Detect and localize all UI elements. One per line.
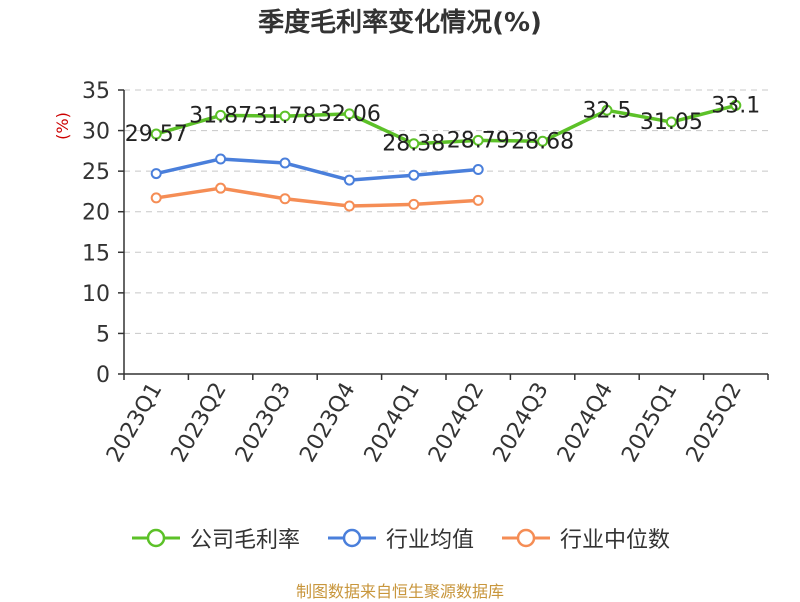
data-label: 32.06 xyxy=(318,102,381,127)
x-tick-label: 2025Q1 xyxy=(617,379,682,467)
series-line xyxy=(155,157,479,182)
data-point xyxy=(279,157,291,169)
data-point xyxy=(408,169,420,181)
data-label: 31.87 xyxy=(189,103,252,128)
legend-label: 公司毛利率 xyxy=(189,528,300,553)
data-point xyxy=(150,128,162,140)
legend-item: 公司毛利率 xyxy=(130,522,300,554)
y-tick-label: 20 xyxy=(82,201,110,226)
data-point xyxy=(150,192,162,204)
series-line xyxy=(155,103,737,146)
series-line xyxy=(155,186,479,208)
data-point xyxy=(537,135,549,147)
data-label: 28.38 xyxy=(382,132,445,157)
data-label: 31.78 xyxy=(254,104,317,129)
x-tick-label: 2023Q2 xyxy=(166,379,231,467)
data-point xyxy=(343,108,355,120)
legend-item: 行业中位数 xyxy=(500,522,670,554)
data-point xyxy=(150,168,162,180)
x-tick-label: 2024Q2 xyxy=(424,379,489,467)
data-point xyxy=(215,109,227,121)
data-label: 29.57 xyxy=(125,122,188,147)
x-tick-label: 2024Q4 xyxy=(553,379,618,467)
legend-item: 行业均值 xyxy=(326,522,474,554)
legend-marker xyxy=(516,528,536,548)
data-label: 28.79 xyxy=(447,128,510,153)
y-tick-label: 35 xyxy=(82,79,110,104)
legend-line-marker-icon xyxy=(327,528,376,548)
data-point xyxy=(343,174,355,186)
source-note: 制图数据来自恒生聚源数据库 xyxy=(295,582,504,601)
x-tick-label: 2024Q1 xyxy=(360,379,425,467)
data-label: 28.68 xyxy=(511,129,574,154)
data-point xyxy=(472,194,484,206)
data-point xyxy=(601,104,613,116)
legend-line-marker-icon xyxy=(502,528,550,548)
data-point xyxy=(279,110,291,122)
x-tick-label: 2025Q2 xyxy=(682,379,747,467)
data-point xyxy=(279,193,291,205)
data-point xyxy=(215,182,227,194)
y-tick-label: 30 xyxy=(82,120,110,145)
legend-line-marker-icon xyxy=(131,528,180,548)
data-point xyxy=(408,138,420,150)
data-label: 31.05 xyxy=(640,110,703,135)
data-point xyxy=(408,198,420,210)
legend-label: 行业中位数 xyxy=(560,528,671,553)
y-tick-label: 5 xyxy=(96,322,110,347)
y-axis-label: (%) xyxy=(53,112,72,140)
series-lines xyxy=(150,99,742,212)
y-tick-label: 0 xyxy=(96,363,110,388)
legend-marker xyxy=(342,528,362,548)
x-tick-label: 2024Q3 xyxy=(488,379,553,467)
legend-label: 行业均值 xyxy=(385,528,474,553)
data-point xyxy=(472,134,484,146)
data-point xyxy=(730,99,742,111)
y-tick-label: 25 xyxy=(82,160,110,185)
data-point xyxy=(472,164,484,176)
legend-marker xyxy=(146,528,166,548)
chart-title: 季度毛利率变化情况(%) xyxy=(258,8,542,38)
legend: 公司毛利率 行业均值 行业中位数 xyxy=(0,520,800,556)
x-tick-label: 2023Q4 xyxy=(295,379,360,467)
y-tick-label: 10 xyxy=(82,282,110,307)
data-point xyxy=(343,200,355,212)
x-tick-label: 2023Q1 xyxy=(102,379,167,467)
x-tick-label: 2023Q3 xyxy=(231,379,296,467)
data-label: 32.5 xyxy=(583,98,632,123)
y-tick-label: 15 xyxy=(82,241,110,266)
data-point xyxy=(665,116,677,128)
line-chart: 0 5 10 15 20 25 30 35 (%) 2023Q1 2023Q2 2023Q3 2023Q… xyxy=(53,79,769,467)
data-label: 33.1 xyxy=(711,93,760,118)
data-point xyxy=(215,153,227,165)
